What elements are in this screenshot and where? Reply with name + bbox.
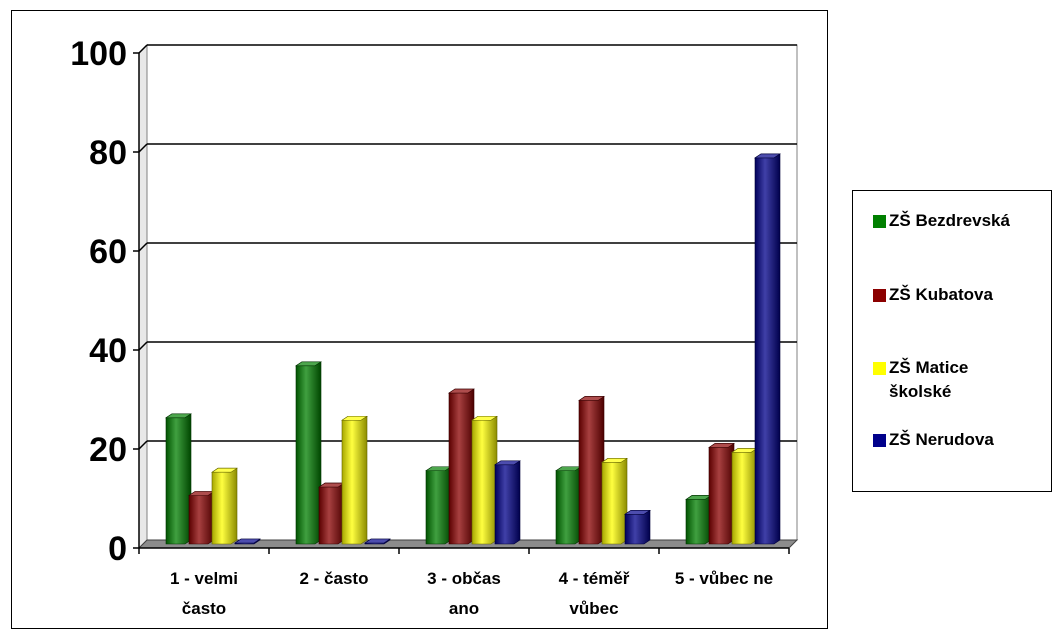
bar	[188, 491, 215, 545]
bar-top	[578, 396, 605, 401]
bar	[578, 396, 605, 545]
bar-top	[448, 388, 475, 394]
bar-top	[601, 458, 628, 463]
plot-side-wall	[138, 43, 148, 550]
bar-top	[708, 443, 735, 448]
legend-swatch	[873, 434, 886, 447]
bar-top	[624, 510, 651, 515]
bar	[685, 495, 712, 545]
x-tick-label: často	[182, 599, 226, 618]
y-tick-label: 0	[108, 530, 127, 568]
bar	[555, 466, 582, 545]
x-tick-label: 2 - často	[300, 569, 369, 588]
bar	[318, 482, 345, 545]
gridline-side	[138, 242, 148, 252]
y-tick-label: 100	[70, 35, 127, 73]
gridline-side	[138, 143, 148, 153]
bar-top	[364, 538, 391, 544]
bar	[471, 415, 498, 545]
legend-item: ZŠ Kubatova	[873, 283, 1048, 307]
bar	[754, 153, 781, 545]
legend-swatch	[873, 215, 886, 228]
bar-top	[234, 538, 261, 544]
legend-label: ZŠ Bezdrevská	[889, 211, 1010, 230]
bar	[731, 448, 758, 545]
x-tick-label: vůbec	[569, 599, 618, 618]
y-tick-label: 60	[89, 233, 127, 271]
y-tick-label: 80	[89, 134, 127, 172]
bar-top	[165, 413, 192, 419]
x-tick-label: 1 - velmi	[170, 569, 238, 588]
legend-label: ZŠ Kubatova	[889, 285, 993, 304]
bar	[295, 361, 322, 545]
bar-top	[211, 467, 238, 473]
legend-label: školské	[889, 382, 952, 401]
bar	[708, 443, 735, 545]
x-tick-label: 5 - vůbec ne	[675, 569, 773, 588]
legend-swatch	[873, 362, 886, 375]
bar	[211, 467, 238, 545]
bar	[494, 460, 521, 545]
bar-top	[341, 415, 368, 421]
legend-item: ZŠ Bezdrevská	[873, 209, 1048, 233]
legend-item: ZŠ Matice školské	[873, 356, 1048, 404]
bar	[425, 466, 452, 545]
legend-label: ZŠ Nerudova	[889, 430, 994, 449]
gridline-side	[138, 44, 148, 54]
bar-top	[754, 153, 781, 159]
bar-top	[295, 361, 322, 367]
bar	[601, 458, 628, 545]
legend-swatch	[873, 289, 886, 302]
legend-item: ZŠ Nerudova	[873, 428, 1048, 452]
bar	[165, 413, 192, 545]
gridline-side	[138, 440, 148, 450]
y-tick-label: 40	[89, 332, 127, 370]
x-tick-label: ano	[449, 599, 479, 618]
bar	[341, 415, 368, 545]
bar-top	[494, 460, 521, 466]
chart-legend: ZŠ Bezdrevská ZŠ Kubatova ZŠ Matice školské…	[852, 190, 1052, 492]
y-tick-label: 20	[89, 431, 127, 469]
bar	[448, 388, 475, 545]
gridline-side	[138, 341, 148, 351]
bar-top	[471, 415, 498, 421]
x-tick-label: 4 - téměř	[559, 569, 630, 588]
legend-label: ZŠ Matice	[889, 358, 969, 377]
x-tick-label: 3 - občas	[427, 569, 501, 588]
bar	[624, 510, 651, 545]
